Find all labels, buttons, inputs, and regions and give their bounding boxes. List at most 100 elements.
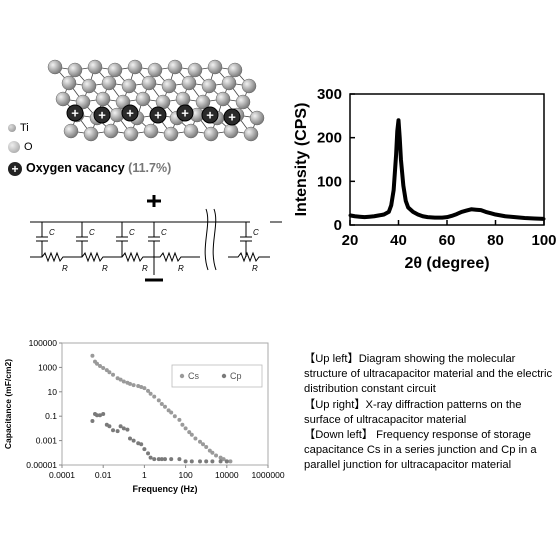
- xrd-data-point: [395, 129, 399, 133]
- oxygen-atom: [183, 123, 199, 139]
- capacitor-label: C: [161, 228, 167, 237]
- series-cs-point: [98, 364, 103, 369]
- capacitor-label: C: [49, 228, 55, 237]
- oxygen-vacancy-marker: +: [223, 108, 241, 126]
- xrd-data-point: [440, 216, 444, 220]
- series-cs-point: [136, 383, 141, 388]
- xrd-data-point: [353, 214, 357, 218]
- oxygen-vacancy-marker: +: [93, 106, 111, 124]
- plot-frame: [349, 93, 545, 226]
- oxygen-atom: [123, 126, 139, 142]
- xrd-data-point: [484, 210, 488, 214]
- series-cp-point: [197, 459, 202, 464]
- xrd-data-point: [450, 214, 454, 218]
- oxygen-vacancy-marker: +: [121, 104, 139, 122]
- series-cp-point: [142, 447, 147, 452]
- xrd-data-point: [532, 216, 536, 220]
- distributed-circuit-diagram: C C C C C R R R R R: [20, 195, 285, 285]
- break-mark-2: [212, 208, 217, 271]
- oxygen-atom: [215, 91, 231, 107]
- x-tick-label: 10000: [215, 470, 239, 480]
- oxygen-atom: [187, 62, 203, 78]
- resistor-label: R: [102, 264, 108, 273]
- y-tick-label: 0.1: [45, 411, 57, 421]
- x-tick-label: 0.0001: [49, 470, 75, 480]
- y-tick-label: 100: [317, 173, 342, 190]
- oxygen-atom: [95, 91, 111, 107]
- series-cs-point: [193, 436, 198, 441]
- caption-down-left: 【Down left】 Frequency response of storag…: [304, 429, 537, 472]
- series-cs-point: [187, 430, 192, 435]
- xrd-data-point: [367, 215, 371, 219]
- series-cs-point: [189, 432, 194, 437]
- series-cs-point: [90, 353, 95, 358]
- y-tick-label: 1000: [38, 362, 57, 372]
- molecule-structure-image: + + + + + + +: [47, 59, 265, 142]
- x-tick-label: 0.01: [95, 470, 112, 480]
- oxygen-vacancy-marker: +: [201, 106, 219, 124]
- xrd-data-point: [392, 188, 396, 192]
- xrd-data-point: [523, 216, 527, 220]
- xrd-data-point: [401, 184, 405, 188]
- series-cs-point: [139, 384, 144, 389]
- y-axis-label: Intensity (CPS): [293, 103, 310, 217]
- oxygen-atom: [221, 75, 237, 91]
- xrd-data-point: [397, 118, 400, 122]
- series-cs-point: [121, 379, 126, 384]
- x-axis-label: Frequency (Hz): [132, 484, 197, 494]
- xrd-data-point: [513, 215, 517, 219]
- legend-marker-cs: [179, 373, 185, 379]
- xrd-data-point: [394, 153, 398, 157]
- oxygen-atom: [143, 123, 159, 139]
- x-axis-label: 2θ (degree): [404, 255, 489, 272]
- y-tick-label: 10: [48, 387, 58, 397]
- oxygen-atom: [147, 62, 163, 78]
- vacancy-legend: + Oxygen vacancy (11.7%): [8, 161, 171, 176]
- oxygen-atom: [67, 62, 83, 78]
- break-mark-1: [204, 208, 209, 271]
- xrd-data-point: [503, 214, 507, 218]
- oxygen-vacancy-marker: +: [176, 104, 194, 122]
- oxygen-vacancy-marker: +: [66, 104, 84, 122]
- svg-text:+: +: [181, 106, 189, 121]
- legend-box: [171, 364, 263, 388]
- capacitor-label: C: [89, 228, 95, 237]
- series-cp-point: [121, 426, 126, 431]
- ti-atom-icon: [8, 124, 16, 133]
- x-tick-label: 100: [179, 470, 193, 480]
- series-cs-point: [146, 388, 151, 393]
- series-cp-point: [189, 459, 194, 464]
- series-cp-point: [98, 413, 103, 418]
- svg-text:+: +: [126, 106, 134, 121]
- molecular-structure-diagram: + + + + + + + Ti O + Oxygen vacancy (11.7%): [0, 55, 290, 195]
- oxygen-atom: [107, 62, 123, 78]
- oxygen-atom: [47, 59, 63, 75]
- x-tick-label: 40: [390, 232, 407, 249]
- oxygen-atom: [241, 78, 257, 94]
- series-cs-point: [118, 377, 123, 382]
- series-cp-point: [125, 427, 130, 432]
- series-cs-point: [107, 370, 112, 375]
- frequency-response-chart: 0.0001 0.01 1 100 10000 1000000 0.00001 0.001 0.…: [0, 335, 290, 495]
- oxygen-atom: [181, 75, 197, 91]
- legend-label-cp: Cp: [230, 371, 242, 381]
- oxygen-atom: [195, 94, 211, 110]
- frequency-chart-svg: 0.0001 0.01 1 100 10000 1000000 0.00001 0.001 0.…: [3, 338, 285, 494]
- x-tick-label: 20: [342, 232, 359, 249]
- oxygen-atom: [207, 59, 223, 75]
- y-tick-label: 300: [317, 86, 342, 103]
- plot-frame: [61, 342, 269, 466]
- legend-marker-cp: [221, 373, 227, 379]
- xrd-data-point: [382, 213, 386, 217]
- figure-caption: 【Up left】Diagram showing the molecular s…: [304, 352, 554, 474]
- svg-text:+: +: [206, 108, 214, 123]
- y-tick-label: 100000: [29, 338, 58, 348]
- oxygen-atom: [141, 75, 157, 91]
- oxygen-atom: [63, 123, 79, 139]
- xrd-data-point: [433, 216, 437, 220]
- series-cp-point: [218, 459, 223, 464]
- xrd-chart-svg: 20 40 60 80 100 0 100 200 300 2θ (degree) Intensit…: [293, 86, 557, 272]
- series-cp-point: [159, 457, 164, 462]
- xrd-data-point: [469, 207, 473, 211]
- oxygen-atom: [227, 62, 243, 78]
